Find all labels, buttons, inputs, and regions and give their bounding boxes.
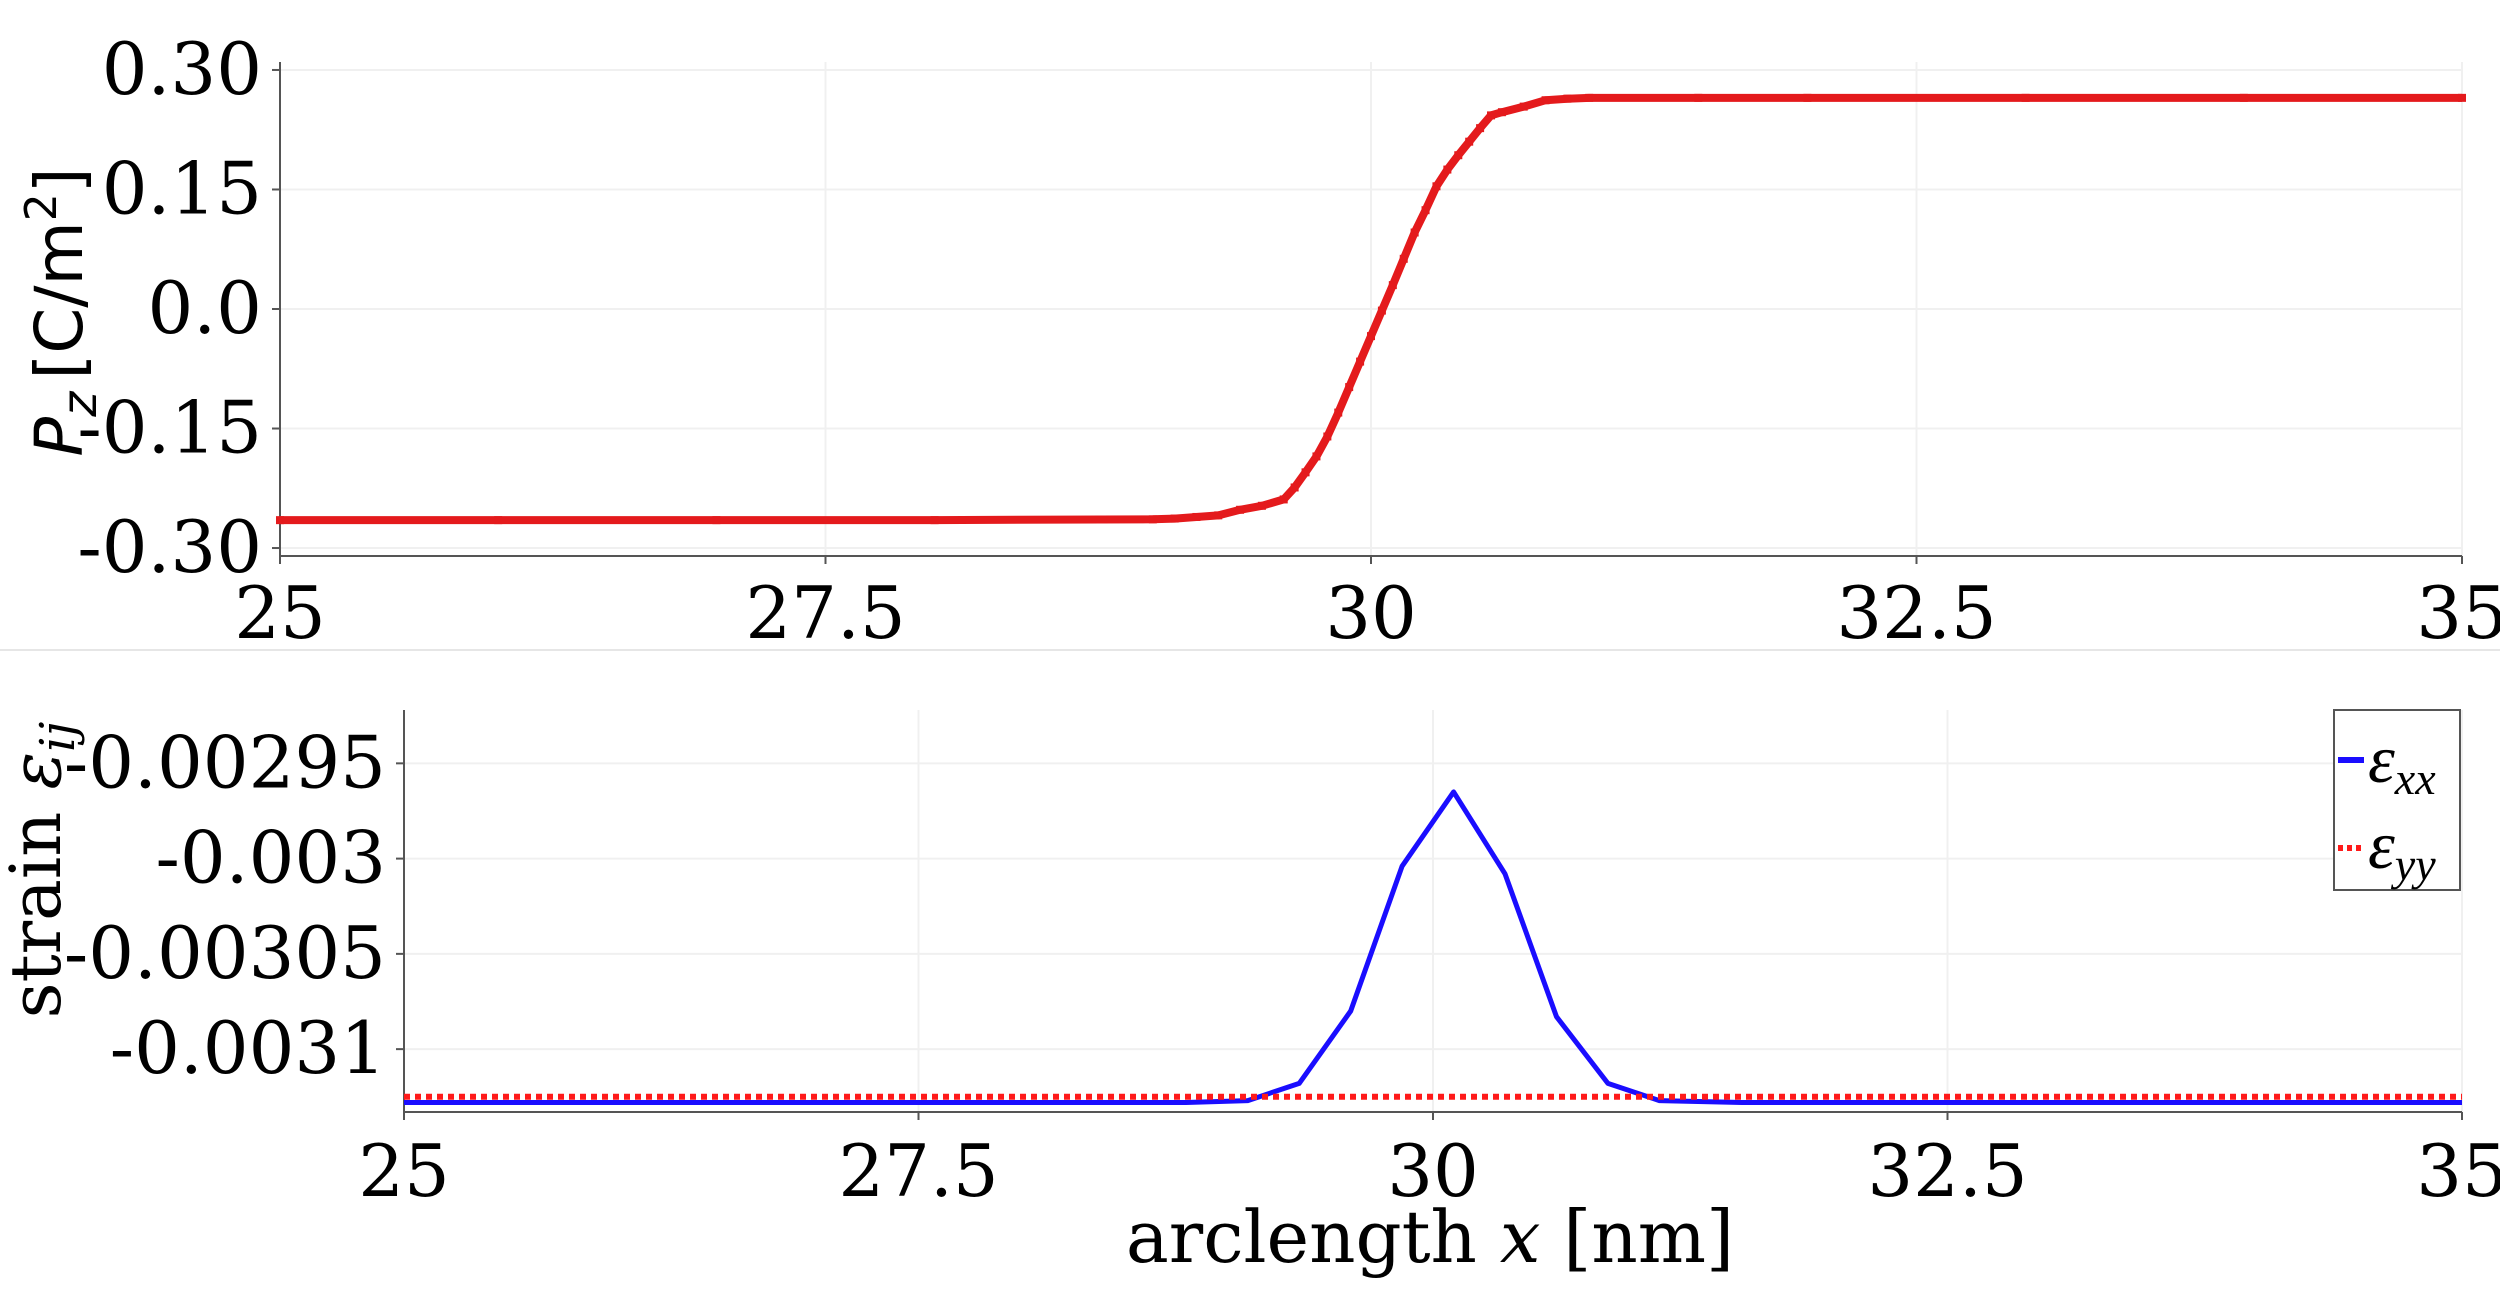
- bottom-x-tick-label: 27.5: [838, 1129, 998, 1213]
- top-y-tick-label: 0.0: [147, 266, 262, 350]
- top-series-point: [1694, 93, 1703, 102]
- legend: εxx εyy: [2333, 709, 2461, 891]
- top-series-point: [712, 516, 721, 525]
- top-series-point: [930, 516, 939, 525]
- top-series-point: [1257, 501, 1266, 510]
- top-series-point: [1388, 281, 1397, 290]
- top-y-tick-label: -0.30: [77, 505, 262, 589]
- top-series-point: [1301, 468, 1310, 477]
- bottom-x-axis-label: arclength x [nm]: [1126, 1195, 1734, 1279]
- top-series-point: [1279, 495, 1288, 504]
- top-y-tick-label: 0.15: [102, 146, 262, 230]
- bottom-y-ticks: -0.00295 -0.003 -0.00305 -0.0031: [64, 720, 404, 1090]
- bottom-grid: [403, 710, 2463, 1112]
- top-x-tick-label: 27.5: [745, 571, 905, 655]
- top-series-point: [1487, 111, 1496, 120]
- legend-box: [2333, 709, 2461, 891]
- top-series-point: [1803, 93, 1812, 102]
- top-series-point: [1476, 124, 1485, 133]
- bottom-x-tick-label: 30: [1387, 1129, 1479, 1213]
- top-series-point: [2021, 93, 2030, 102]
- top-series-point: [1399, 254, 1408, 263]
- bottom-x-tick-label: 32.5: [1867, 1129, 2027, 1213]
- top-series-point: [1334, 408, 1343, 417]
- bottom-y-tick-label: -0.00295: [64, 720, 386, 804]
- bottom-y-tick-label: -0.003: [156, 816, 386, 900]
- top-series-point: [1356, 357, 1365, 366]
- bottom-series: [404, 789, 2462, 1105]
- top-x-ticks: 25 27.5 30 32.5 35: [234, 556, 2500, 655]
- top-series-point: [494, 516, 503, 525]
- top-series-point: [1585, 93, 1594, 102]
- legend-label-eyy: εyy: [2368, 807, 2436, 890]
- top-series-point: [2239, 93, 2248, 102]
- top-series-point: [1312, 452, 1321, 461]
- legend-label-exx: εxx: [2368, 721, 2436, 804]
- bottom-x-ticks: 25 27.5 30 32.5 35: [358, 1112, 2500, 1213]
- top-series-point: [1454, 151, 1463, 160]
- bottom-y-axis-label: strain εij: [0, 721, 86, 1018]
- top-series-point: [1345, 383, 1354, 392]
- top-series-point: [1410, 228, 1419, 237]
- top-y-tick-label: -0.15: [77, 386, 262, 470]
- bottom-series-line-0: [404, 789, 2462, 1105]
- top-x-tick-label: 35: [2416, 571, 2500, 655]
- top-series-point: [276, 516, 284, 525]
- top-x-tick-label: 32.5: [1836, 571, 1996, 655]
- bottom-y-tick-label: -0.0031: [110, 1006, 386, 1090]
- top-y-ticks: 0.30 0.15 0.0 -0.15 -0.30: [77, 27, 280, 589]
- top-series-point: [1290, 483, 1299, 492]
- top-series-point: [1192, 512, 1201, 521]
- top-series: [276, 93, 2466, 525]
- top-series-point: [1541, 96, 1550, 105]
- top-series-point: [1323, 432, 1332, 441]
- top-series-point: [1563, 94, 1572, 103]
- top-series-point: [1497, 108, 1506, 117]
- bottom-x-tick-label: 35: [2416, 1129, 2500, 1213]
- top-series-point: [1465, 137, 1474, 146]
- top-series-point: [2458, 93, 2466, 102]
- top-series-point: [1443, 165, 1452, 174]
- bottom-x-tick-label: 25: [358, 1129, 450, 1213]
- top-series-line-0: [280, 93, 2462, 525]
- top-series-point: [1421, 206, 1430, 215]
- top-x-tick-label: 25: [234, 571, 326, 655]
- top-series-point: [1148, 515, 1157, 524]
- top-series-point: [1519, 102, 1528, 111]
- top-y-axis-label: Pz[C/m2]: [16, 167, 108, 456]
- top-series-point: [1170, 514, 1179, 523]
- top-series-point: [1367, 332, 1375, 341]
- polarization-panel: 0.30 0.15 0.0 -0.15 -0.30 25 27.5 30 32.5 35 Pz[…: [16, 27, 2500, 655]
- top-series-point: [1432, 182, 1441, 191]
- top-series-point: [1214, 511, 1223, 520]
- top-series-point: [1377, 306, 1386, 315]
- top-y-tick-label: 0.30: [102, 27, 262, 111]
- bottom-y-tick-label: -0.00305: [64, 911, 386, 995]
- top-grid: [279, 62, 2463, 556]
- top-x-tick-label: 30: [1325, 571, 1417, 655]
- strain-panel: -0.00295 -0.003 -0.00305 -0.0031 25 27.5 30 32…: [0, 709, 2500, 1279]
- top-series-point: [1236, 505, 1245, 514]
